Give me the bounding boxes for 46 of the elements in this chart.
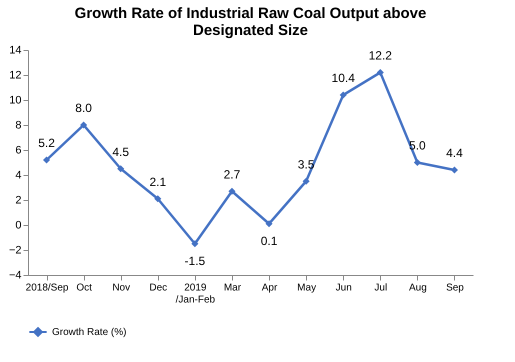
y-tick-label: −2 (8, 244, 22, 256)
point (340, 91, 347, 99)
x-tick-label: Nov (112, 282, 130, 294)
point (266, 220, 273, 228)
x-tick-label: Apr (262, 282, 278, 294)
x-tick-label: Jun (336, 282, 352, 294)
point (191, 240, 198, 248)
x-tick-label: Mar (224, 282, 242, 294)
x-tick-label: May (297, 282, 316, 294)
legend-label: Growth Rate (%) (52, 327, 126, 338)
text: 4.4 (446, 146, 463, 160)
point (302, 178, 310, 185)
text: 10.4 (332, 71, 355, 85)
point (117, 165, 124, 172)
y-tick-label: 6 (15, 144, 22, 156)
x-tick-label: Sep (446, 282, 464, 294)
text: -1.5 (184, 254, 206, 268)
text: 2.7 (224, 167, 240, 182)
text: 2.1 (149, 174, 166, 189)
point (414, 158, 421, 166)
x-tick-label: Dec (149, 282, 168, 294)
y-tick-label: 4 (15, 170, 22, 182)
x-tick-label: 2018/Sep (26, 282, 69, 294)
y-tick-label: 14 (9, 44, 22, 56)
x-tick-label: Oct (76, 282, 92, 294)
text: 12.2 (368, 48, 392, 62)
point (43, 156, 50, 164)
text: 0.1 (260, 234, 278, 248)
y-tick-label: −4 (8, 270, 22, 282)
text: 8.0 (75, 101, 92, 115)
y-tick-label: 8 (15, 120, 22, 132)
text: 5.2 (38, 136, 55, 150)
chart-title: Growth Rate of Industrial Raw Coal Output above Designated Size (74, 5, 426, 39)
x-tick-label: Jul (374, 282, 388, 294)
y-tick-label: 12 (9, 70, 22, 82)
point (80, 121, 88, 129)
point (228, 188, 236, 195)
y-tick-label: 2 (15, 194, 22, 206)
y-tick-label: 10 (9, 94, 22, 106)
x-tick-label: Aug (408, 282, 427, 294)
x-tick-label: 2019 /Jan-Feb (176, 282, 216, 306)
point (154, 195, 162, 202)
point (450, 166, 458, 174)
point (376, 68, 384, 76)
text: 4.5 (112, 144, 130, 159)
y-tick-label: 0 (15, 220, 22, 232)
